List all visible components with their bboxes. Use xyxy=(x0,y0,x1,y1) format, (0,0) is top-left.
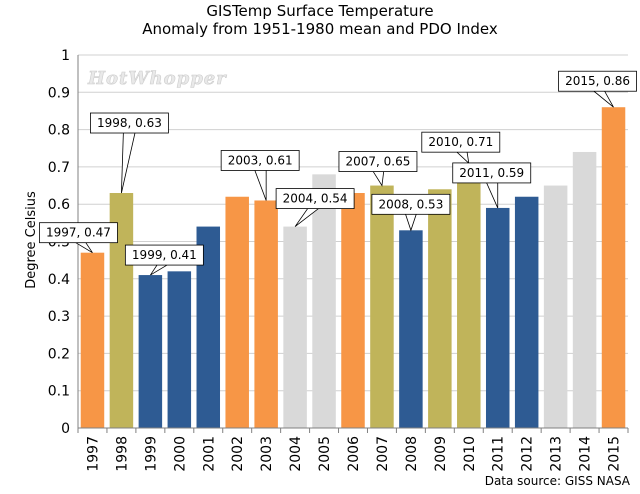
y-tick-label: 0 xyxy=(61,421,70,437)
callout-2015: 2015, 0.86 xyxy=(558,70,637,108)
callout-box xyxy=(220,150,300,171)
callout-2003: 2003, 0.61 xyxy=(220,150,300,201)
x-tick-label: 2002 xyxy=(230,436,246,472)
callout-pointer xyxy=(121,130,136,194)
x-tick-label: 2007 xyxy=(375,436,391,472)
bar-2012 xyxy=(514,196,539,428)
bar-2015 xyxy=(601,107,626,428)
bar-2004 xyxy=(283,226,307,428)
bar-2003 xyxy=(254,200,278,428)
x-tick-label: 2000 xyxy=(172,436,188,472)
callout-label: 2010, 0.71 xyxy=(428,135,493,149)
x-tick-label: 2005 xyxy=(317,436,333,472)
callout-2007: 2007, 0.65 xyxy=(338,151,418,187)
callout-1997: 1997, 0.47 xyxy=(39,222,118,254)
bar-1997 xyxy=(80,252,105,428)
callout-label: 1997, 0.47 xyxy=(46,226,111,240)
bar-2013 xyxy=(543,185,568,428)
callout-label: 2004, 0.54 xyxy=(283,192,348,206)
callout-2008: 2008, 0.53 xyxy=(371,193,451,232)
y-tick-label: 0.7 xyxy=(48,160,70,176)
callout-2004: 2004, 0.54 xyxy=(275,188,355,227)
callout-1998: 1998, 0.63 xyxy=(90,112,169,194)
bar-2002 xyxy=(225,196,249,428)
callout-label: 2007, 0.65 xyxy=(346,155,411,169)
callout-label: 2015, 0.86 xyxy=(565,74,630,88)
y-tick-label: 0.2 xyxy=(48,346,70,362)
callout-2010: 2010, 0.71 xyxy=(421,131,501,165)
callout-box xyxy=(39,222,118,244)
bar-2009 xyxy=(428,189,452,428)
callout-box xyxy=(558,70,637,92)
callout-box xyxy=(452,162,532,184)
x-tick-label: 2008 xyxy=(404,436,420,472)
x-tick-label: 2004 xyxy=(288,436,304,472)
callout-box xyxy=(421,131,501,153)
x-tick-label: 2015 xyxy=(607,436,623,472)
callout-pointer xyxy=(404,211,418,232)
callout-2011: 2011, 0.59 xyxy=(452,162,532,209)
x-tick-label: 2010 xyxy=(462,436,478,472)
y-tick-label: 0.3 xyxy=(48,309,70,325)
bar-2011 xyxy=(485,207,510,428)
callout-label: 1999, 0.41 xyxy=(132,248,197,262)
callout-box xyxy=(124,244,204,266)
bars xyxy=(80,107,626,429)
x-tick-label: 2006 xyxy=(346,436,362,472)
y-tick-labels: 00.10.20.30.40.50.60.70.80.91 xyxy=(48,48,70,437)
callout-box xyxy=(371,193,451,215)
x-tick-label: 2012 xyxy=(520,436,536,472)
callout-1999: 1999, 0.41 xyxy=(124,244,204,276)
x-tick-label: 2001 xyxy=(201,436,217,472)
x-tick-label: 2013 xyxy=(549,436,565,472)
y-tick-label: 0.9 xyxy=(48,85,70,101)
bar-2006 xyxy=(341,193,365,428)
chart-subtitle: Anomaly from 1951-1980 mean and PDO Inde… xyxy=(142,20,498,38)
callout-label: 2011, 0.59 xyxy=(459,166,524,180)
bar-2007 xyxy=(370,185,394,428)
bar-2014 xyxy=(572,151,597,429)
y-tick-label: 0.4 xyxy=(48,272,70,288)
bar-2001 xyxy=(196,226,221,428)
x-tick-label: 1998 xyxy=(114,436,130,472)
x-tick-label: 2003 xyxy=(259,436,275,472)
x-tick-label: 1999 xyxy=(143,436,159,472)
callout-label: 1998, 0.63 xyxy=(97,116,162,130)
chart-title: GISTemp Surface Temperature xyxy=(206,2,434,20)
y-axis-label: Degree Celsius xyxy=(24,191,39,289)
bar-2008 xyxy=(399,230,423,428)
callout-box xyxy=(90,112,169,134)
bar-2000 xyxy=(167,271,192,428)
y-tick-label: 0.1 xyxy=(48,384,70,400)
y-tick-label: 1 xyxy=(61,48,70,64)
x-tick-label: 2014 xyxy=(578,436,594,472)
callout-box xyxy=(338,151,418,172)
callout-label: 2003, 0.61 xyxy=(228,153,293,167)
watermark-logo: HotWhopper xyxy=(87,68,227,89)
callout-label: 2008, 0.53 xyxy=(378,197,443,211)
x-tick-label: 1997 xyxy=(85,436,101,472)
data-source-note: Data source: GISS NASA xyxy=(484,474,630,488)
x-tick-label: 2011 xyxy=(491,436,507,472)
y-tick-label: 0.8 xyxy=(48,123,70,139)
bar-1999 xyxy=(138,275,163,428)
x-tick-labels: 1997 1998 1999 2000 2001 2002 2003 2004 2005 2006… xyxy=(85,436,622,472)
callout-box xyxy=(275,188,355,209)
y-tick-label: 0.6 xyxy=(48,197,70,213)
x-tick-label: 2009 xyxy=(433,436,449,472)
bar-2005 xyxy=(312,174,336,428)
callout-pointer xyxy=(253,168,267,201)
bar-2010 xyxy=(457,163,481,429)
callouts: 1997, 0.47 1998, 0.63 1999, 0.41 2003, 0.61… xyxy=(39,70,637,276)
